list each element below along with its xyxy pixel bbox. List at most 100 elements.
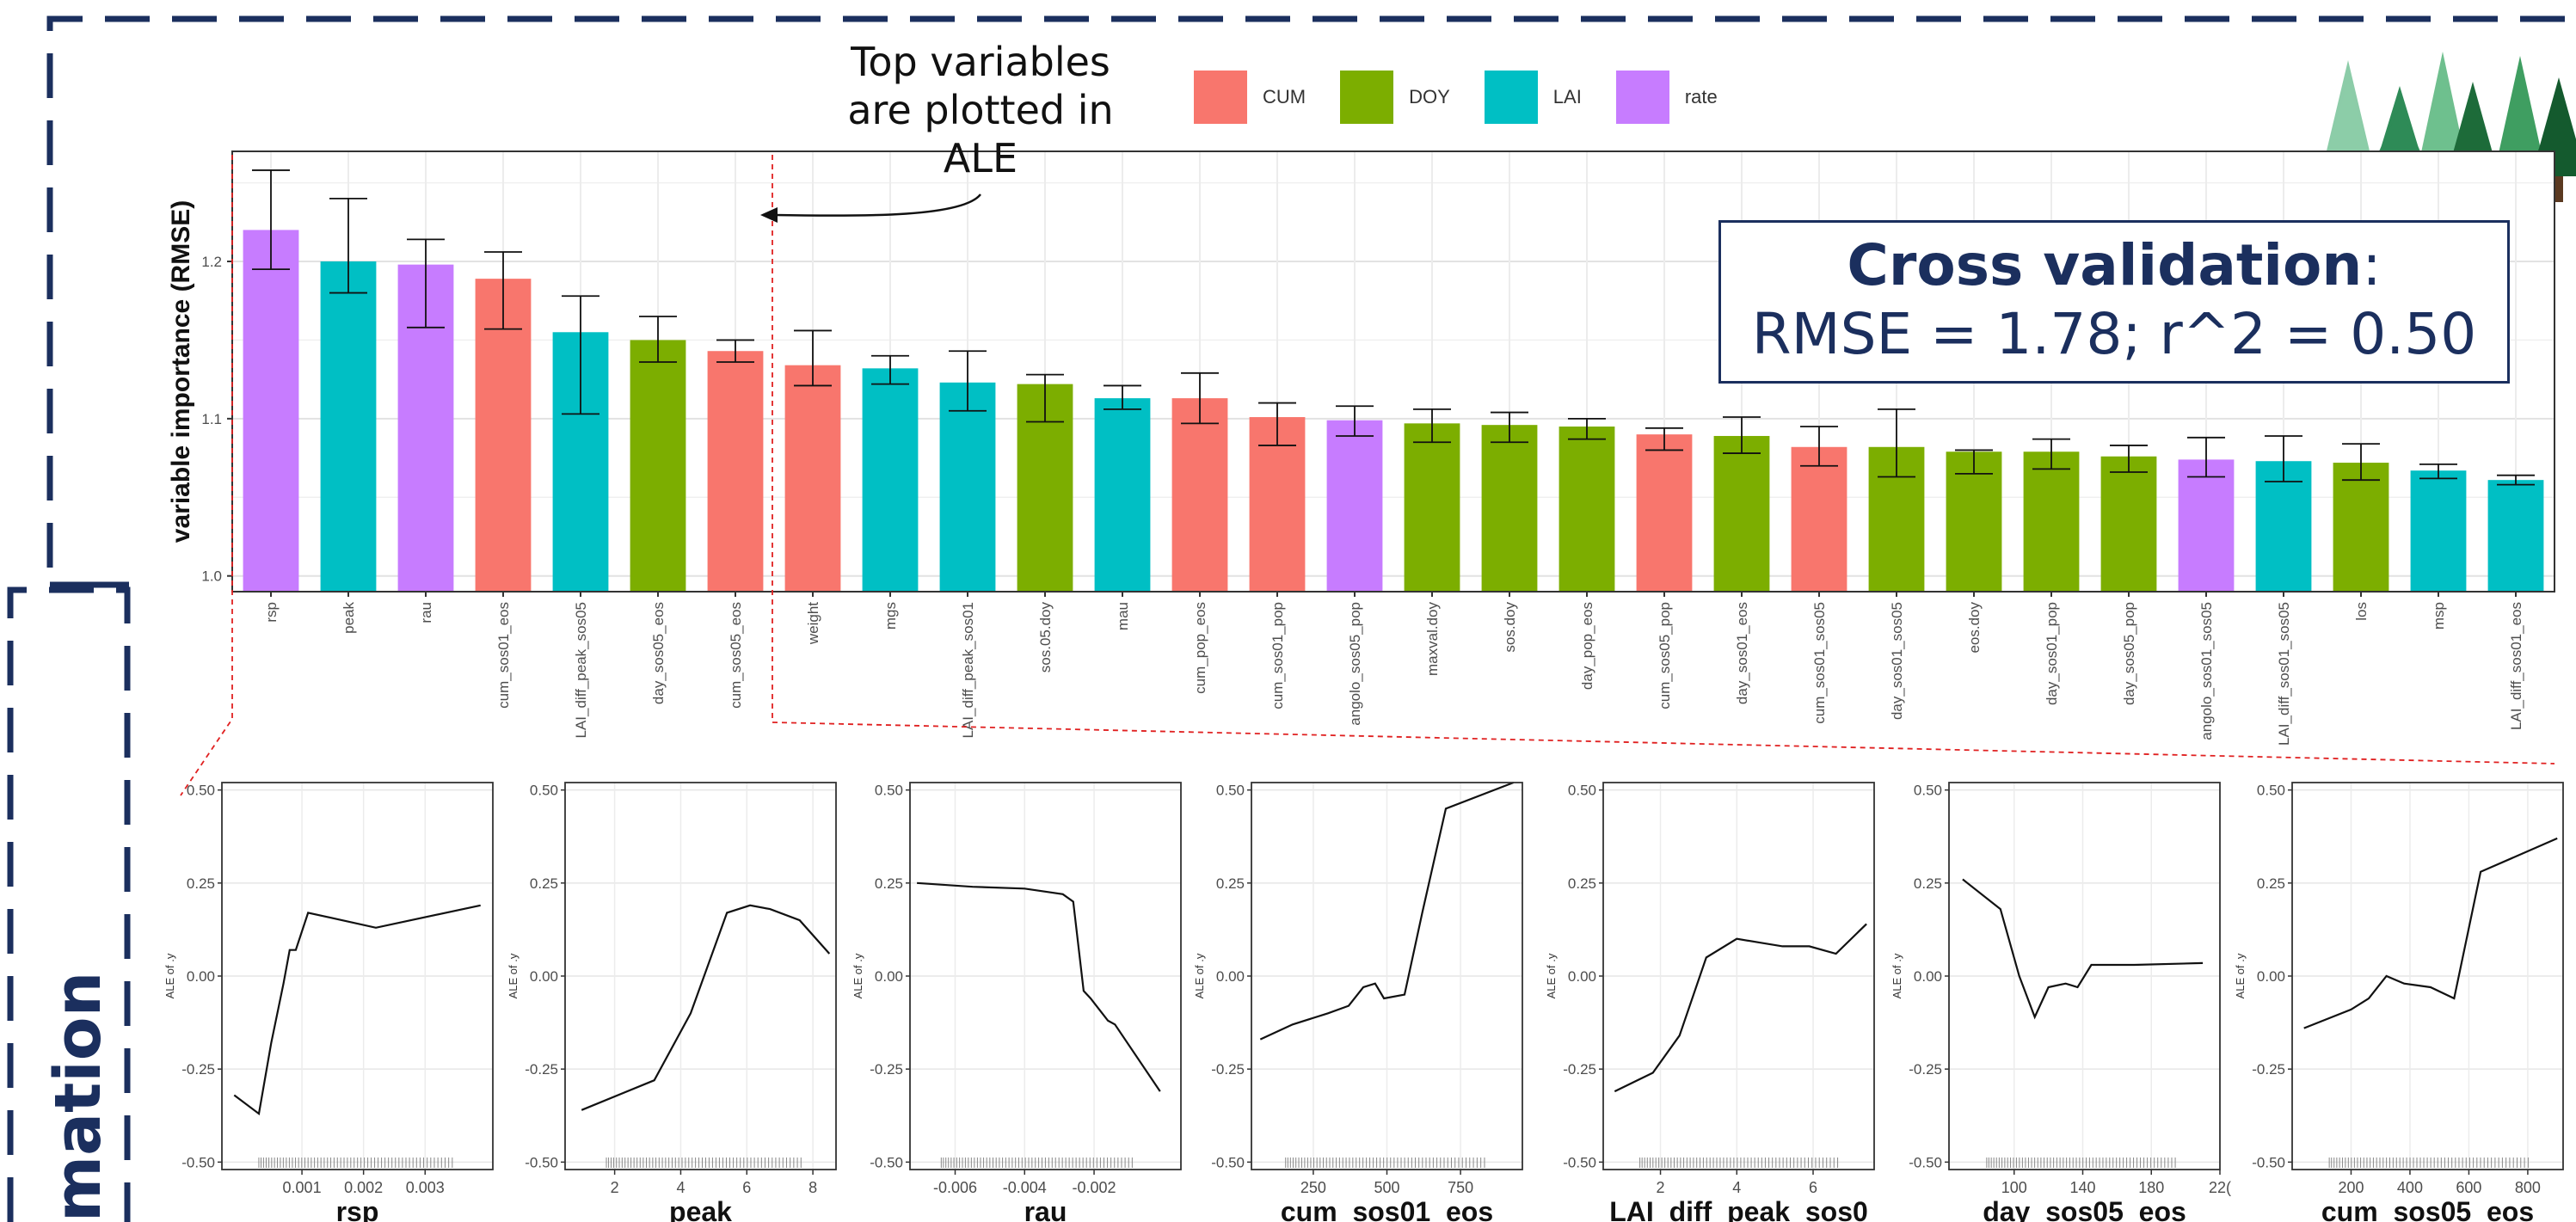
ale-plot-border — [221, 782, 494, 1170]
x-tick-label-angolo_sos01_sos05: angolo_sos01_sos05 — [2198, 602, 2215, 740]
ale-x-tick-label: 800 — [2515, 1179, 2541, 1196]
ale-y-axis-title: ALE of .y — [507, 953, 520, 998]
ale-panel-5: -0.50 -0.25 0.00 0.25 0.50 2 4 6 ALE of .y LAI_di… — [1545, 782, 1875, 1222]
x-tick-label-angolo_sos05_pop: angolo_sos05_pop — [1347, 602, 1363, 726]
x-tick-label-peak: peak — [341, 602, 357, 634]
ale-rug — [1639, 1158, 1839, 1168]
x-tick-label-msp: msp — [2431, 602, 2447, 629]
ale-panels: -0.50-0.250.000.250.500.001 0.002 0.003ALE… — [163, 781, 2564, 1222]
ale-y-tick-label: -0.25 — [1563, 1061, 1596, 1078]
ale-y-tick-label: -0.50 — [1211, 1154, 1245, 1170]
ale-x-tick-label: 0.001 — [283, 1179, 322, 1196]
x-tick-label-mgs: mgs — [882, 602, 899, 629]
ale-y-tick-label: 0.25 — [530, 875, 558, 892]
bar-cum_sos05_eos — [707, 351, 764, 592]
ale-x-tick-label: -0.006 — [933, 1179, 977, 1196]
legend-key-rate — [1615, 71, 1669, 124]
top-dashed-frame — [46, 15, 2572, 568]
ale-panel-6: -0.50 -0.25 0.00 0.25 0.50 100 140 180 22(ALE of… — [1891, 782, 2231, 1222]
ale-x-tick-label: -0.004 — [1003, 1179, 1047, 1196]
ale-panel-4: -0.50 -0.25 0.00 0.25 0.50 250 500 750 ALE of .y… — [1193, 781, 1523, 1222]
ale-x-tick-label: 0.003 — [406, 1179, 445, 1196]
ale-y-tick-label: -0.50 — [525, 1154, 558, 1170]
ale-y-tick-label: 0.00 — [1914, 968, 1942, 985]
x-tick-label-day_sos01_sos05: day_sos01_sos05 — [1889, 602, 1905, 720]
legend-item-cum: CUM — [1194, 71, 1306, 124]
ale-panel-7: -0.50 -0.25 0.00 0.25 0.50 200 400 600 800 ALE of… — [2234, 782, 2564, 1222]
legend-label-cum: CUM — [1263, 86, 1306, 107]
x-tick-label-los: los — [2353, 602, 2370, 621]
bar-angolo_sos05_pop — [1326, 420, 1383, 592]
ale-rug — [2328, 1158, 2529, 1168]
ale-x-tick-label: 200 — [2338, 1179, 2364, 1196]
dashed-frames — [7, 15, 2572, 1222]
x-tick-label-maxval.doy: maxval.doy — [1424, 602, 1441, 676]
ale-y-tick-label: -0.50 — [1563, 1154, 1596, 1170]
ale-y-axis-title: ALE of .y — [163, 953, 176, 998]
bar-LAI_diff_sos01_sos05 — [2255, 461, 2312, 592]
ale-panel-2: -0.50 -0.25 0.00 0.25 0.50 2 4 6 8 ALE of .y peak — [507, 782, 837, 1222]
bar-peak — [320, 261, 377, 592]
y-tick-label: 1.2 — [201, 254, 222, 270]
tree-crown-layer — [2450, 103, 2495, 159]
ale-rug — [606, 1158, 802, 1168]
ale-y-tick-label: 0.00 — [1568, 968, 1596, 985]
x-tick-label-LAI_diff_sos01_eos: LAI_diff_sos01_eos — [2508, 602, 2524, 730]
side-dashed-frame — [7, 586, 131, 1222]
x-tick-label-eos.doy: eos.doy — [1966, 602, 1983, 654]
ale-y-tick-label: 0.50 — [875, 783, 903, 799]
bar-sos.doy — [1481, 425, 1538, 592]
ale-line-rsp — [233, 904, 481, 1116]
cross-validation-title: Cross validation — [1847, 232, 2363, 298]
ale-x-axis-title: cum_sos01_eos — [1281, 1196, 1493, 1222]
x-tick-label-mau: mau — [1115, 602, 1131, 630]
bar-plot-border — [231, 150, 2555, 593]
bar-day_pop_eos — [1559, 427, 1615, 592]
ale-line-LAI_diff_peak_sos0 — [1614, 923, 1867, 1093]
x-tick-label-day_sos05_eos: day_sos05_eos — [650, 602, 667, 704]
legend-label-rate: rate — [1684, 86, 1718, 107]
bar-mgs — [862, 368, 919, 592]
cross-validation-title-row: Cross validation: — [1721, 231, 2507, 300]
bar-day_sos05_eos — [630, 340, 686, 592]
ale-x-axis-title: rau — [1024, 1196, 1067, 1222]
legend-key-doy — [1340, 71, 1394, 124]
ale-rug — [1285, 1158, 1485, 1168]
x-tick-label-day_sos01_eos: day_sos01_eos — [1734, 602, 1750, 704]
ale-x-axis-title: peak — [669, 1196, 732, 1222]
bar-LAI_diff_peak_sos01 — [939, 382, 996, 592]
ale-y-tick-label: 0.50 — [1216, 783, 1245, 799]
annotation-line-2: are plotted in — [847, 87, 1114, 133]
ale-x-axis-title: LAI_diff_peak_sos0 — [1609, 1196, 1868, 1222]
bar-cum_sos01_sos05 — [1791, 446, 1847, 592]
x-tick-label-LAI_diff_peak_sos01: LAI_diff_peak_sos01 — [960, 602, 976, 738]
ale-panel-3: -0.50 -0.25 0.00 0.25 0.50 -0.006 -0.004 -0.002… — [851, 782, 1182, 1222]
bar-cum_sos05_pop — [1636, 434, 1693, 592]
ale-x-tick-label: 6 — [1809, 1179, 1817, 1196]
annotation-arrow — [760, 193, 981, 223]
cross-validation-box: Cross validation: RMSE = 1.78; r^2 = 0.5… — [1718, 220, 2510, 384]
ale-y-axis-title: ALE of .y — [1545, 953, 1558, 998]
ale-y-tick-label: 0.25 — [2257, 875, 2285, 892]
ale-y-tick-label: 0.00 — [530, 968, 558, 985]
arrow-head — [760, 207, 778, 223]
ale-panel-1: -0.50 -0.25 0.00 0.25 0.50 0.001 0.002 0.003 ALE… — [163, 782, 494, 1222]
x-tick-label-cum_pop_eos: cum_pop_eos — [1192, 602, 1208, 694]
x-tick-label-sos.05.doy: sos.05.doy — [1037, 602, 1054, 673]
ale-y-tick-label: 0.50 — [530, 783, 558, 799]
x-tick-label-rsp: rsp — [263, 602, 280, 623]
importance-bar-chart: 1.0 1.1 1.2 rsp peak rau cum_sos01_eos LAI_diff… — [167, 150, 2555, 746]
ale-x-tick-label: 100 — [2001, 1179, 2027, 1196]
x-tick-label-LAI_diff_peak_sos05: LAI_diff_peak_sos05 — [573, 602, 589, 738]
ale-rug — [940, 1158, 1133, 1168]
tree-crown-layer — [2326, 82, 2370, 155]
bar-cum_sos01_pop — [1249, 417, 1306, 592]
x-tick-label-day_sos01_pop: day_sos01_pop — [2044, 602, 2060, 705]
ale-y-tick-label: -0.25 — [870, 1061, 903, 1078]
ale-y-tick-label: -0.25 — [2252, 1061, 2285, 1078]
ale-x-tick-label: 8 — [808, 1179, 817, 1196]
ale-x-tick-label: 600 — [2456, 1179, 2481, 1196]
bar-cum_pop_eos — [1171, 398, 1228, 592]
annotation-line-1: Top variables — [851, 39, 1110, 85]
ale-x-tick-label: 4 — [1732, 1179, 1741, 1196]
